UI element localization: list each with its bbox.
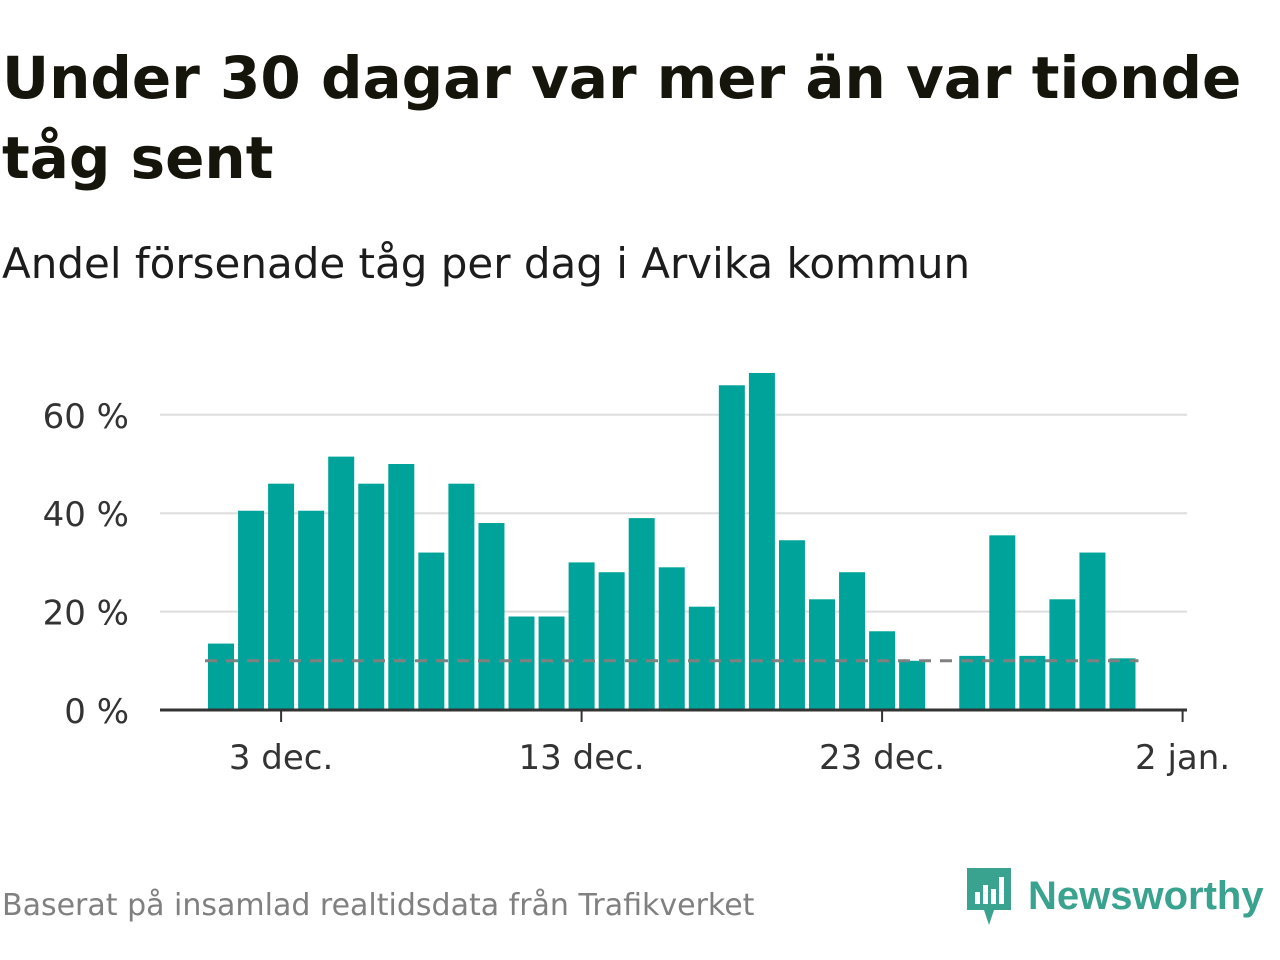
bar [1019, 655, 1046, 710]
bar [869, 631, 896, 710]
bar [628, 518, 655, 710]
bar [358, 483, 385, 710]
y-tick-label: 20 % [43, 594, 129, 634]
bar-chart: 0 % 20 % 40 % 60 % 3 dec. 13 dec. 23 dec. 2 ja… [43, 372, 1230, 778]
bar [1079, 552, 1106, 710]
brand-logo: Newsworthy [964, 864, 1264, 928]
bar [748, 372, 775, 710]
bar [568, 562, 595, 710]
source-note: Baserat på insamlad realtidsdata från Tr… [2, 888, 755, 923]
bar [508, 616, 535, 710]
bar [899, 660, 926, 710]
bar [238, 510, 265, 710]
x-tick-label: 23 dec. [819, 738, 945, 778]
bar [448, 483, 475, 710]
bar [268, 483, 295, 710]
bar [208, 643, 234, 710]
brand-name: Newsworthy [1028, 873, 1264, 918]
bar [778, 540, 805, 710]
bars [208, 372, 1136, 710]
x-tick-label: 13 dec. [519, 738, 645, 778]
bar [598, 572, 625, 710]
bar [688, 606, 715, 710]
x-tick-label: 3 dec. [229, 738, 333, 778]
bar [388, 464, 415, 710]
y-tick-label: 0 % [64, 692, 129, 732]
bar [418, 552, 445, 710]
bar [298, 510, 325, 710]
bar [658, 567, 685, 710]
y-tick-label: 60 % [43, 397, 129, 437]
axes: 3 dec. 13 dec. 23 dec. 2 jan. [160, 708, 1230, 778]
bar [538, 616, 565, 710]
bar [1049, 599, 1076, 710]
newsworthy-bar-chart-icon [967, 868, 1011, 925]
bar [1109, 658, 1136, 710]
bar [809, 599, 835, 710]
bar [839, 572, 866, 710]
chart-title: Under 30 dagar var mer än var tionde tåg… [2, 44, 1242, 192]
bar [328, 456, 355, 710]
x-tick-label: 2 jan. [1135, 738, 1230, 778]
bar [959, 655, 986, 710]
bar [478, 523, 505, 710]
bar [718, 385, 745, 710]
chart-subtitle: Andel försenade tåg per dag i Arvika kom… [2, 239, 971, 288]
bar [989, 535, 1016, 710]
y-tick-label: 40 % [43, 495, 129, 535]
